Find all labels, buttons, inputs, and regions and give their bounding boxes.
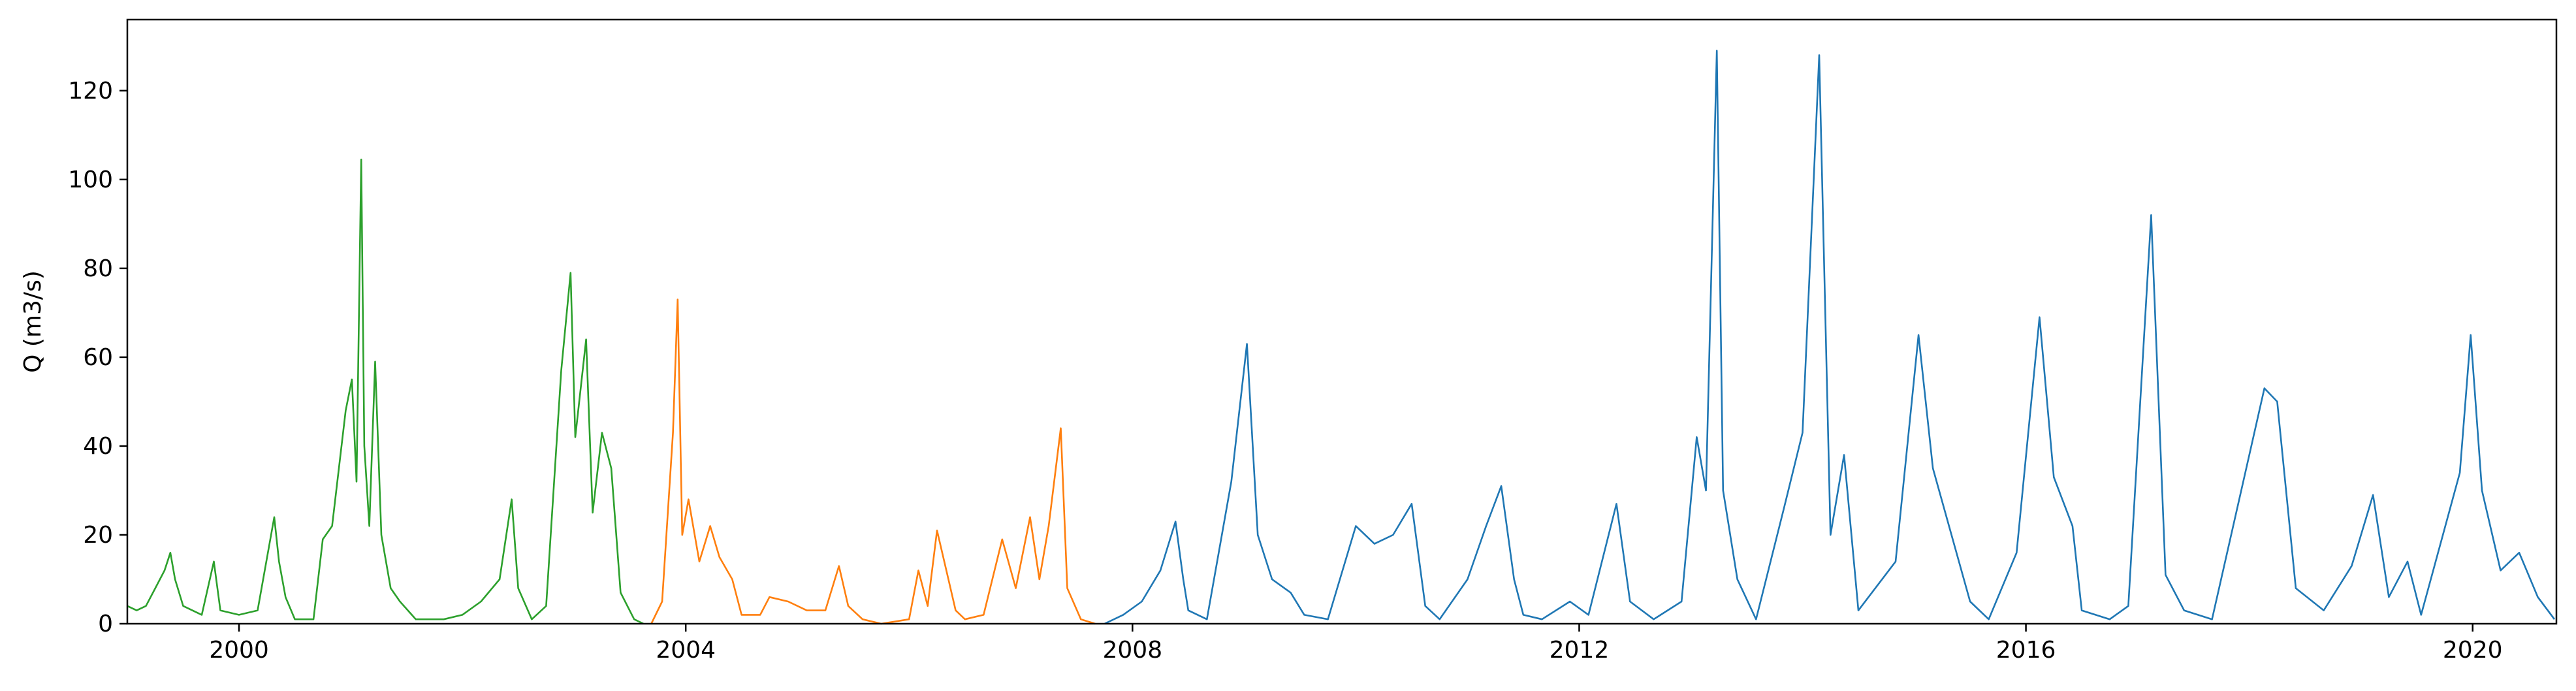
x-axis-ticks: 2000 2004 2008 2012 2016 2020 <box>209 624 2503 664</box>
series-line-2 <box>650 298 1096 625</box>
y-tick-label: 20 <box>83 522 113 549</box>
series-line-3 <box>1104 50 2556 625</box>
y-tick-label: 100 <box>68 167 113 193</box>
y-tick-label: 80 <box>83 255 113 282</box>
x-tick-label: 2008 <box>1102 637 1162 664</box>
y-axis-label: Q (m3/s) <box>20 270 46 373</box>
y-tick-label: 40 <box>83 433 113 460</box>
y-tick-label: 0 <box>98 611 113 637</box>
x-tick-label: 2020 <box>2443 637 2503 664</box>
plot-frame <box>126 18 2558 625</box>
y-tick-label: 120 <box>68 78 113 104</box>
x-tick-label: 2012 <box>1550 637 1610 664</box>
y-tick-label: 60 <box>83 344 113 371</box>
series-line-1 <box>127 158 644 625</box>
x-tick-label: 2000 <box>209 637 269 664</box>
series-lines <box>127 50 2556 625</box>
x-tick-label: 2016 <box>1996 637 2056 664</box>
x-tick-label: 2004 <box>656 637 716 664</box>
y-axis-ticks: 0 20 40 60 80 100 120 <box>68 78 127 637</box>
